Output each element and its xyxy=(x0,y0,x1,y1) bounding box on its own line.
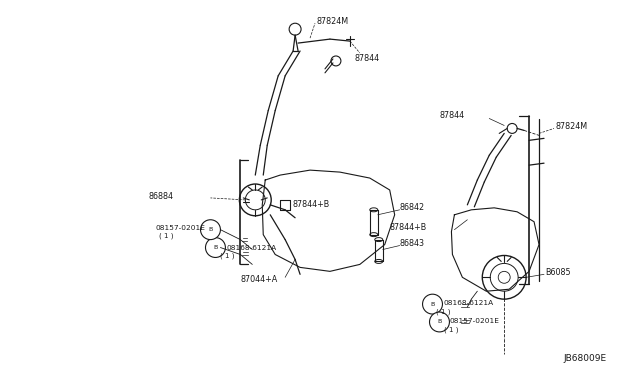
Circle shape xyxy=(239,184,271,216)
Text: 08168-6121A: 08168-6121A xyxy=(444,300,493,306)
Text: 87824M: 87824M xyxy=(316,17,348,26)
Text: 87844+B: 87844+B xyxy=(390,223,427,232)
Text: 87824M: 87824M xyxy=(556,122,588,131)
Text: B: B xyxy=(213,245,218,250)
Text: 87844+B: 87844+B xyxy=(292,201,330,209)
Text: 87044+A: 87044+A xyxy=(241,275,278,284)
Text: 86884: 86884 xyxy=(148,192,173,201)
Text: 08157-0201E: 08157-0201E xyxy=(156,225,205,231)
Text: 08157-0201E: 08157-0201E xyxy=(449,318,499,324)
Text: B: B xyxy=(430,302,435,307)
Text: ( 1 ): ( 1 ) xyxy=(159,232,173,239)
Circle shape xyxy=(200,220,220,240)
Text: 86843: 86843 xyxy=(399,239,425,248)
Circle shape xyxy=(429,312,449,332)
Text: 86842: 86842 xyxy=(399,203,425,212)
Text: B: B xyxy=(437,320,442,324)
Text: ( 1 ): ( 1 ) xyxy=(444,327,459,333)
Text: ( 1 ): ( 1 ) xyxy=(220,252,235,259)
Circle shape xyxy=(498,271,510,283)
Text: B: B xyxy=(209,227,212,232)
Circle shape xyxy=(483,256,526,299)
Circle shape xyxy=(422,294,442,314)
Text: 87844: 87844 xyxy=(355,54,380,64)
Text: ( 1 ): ( 1 ) xyxy=(436,309,451,315)
Circle shape xyxy=(205,238,225,257)
Text: JB68009E: JB68009E xyxy=(564,354,607,363)
Text: B6085: B6085 xyxy=(545,268,571,277)
Text: 87844: 87844 xyxy=(440,111,465,120)
Text: 08168-6121A: 08168-6121A xyxy=(227,244,276,250)
